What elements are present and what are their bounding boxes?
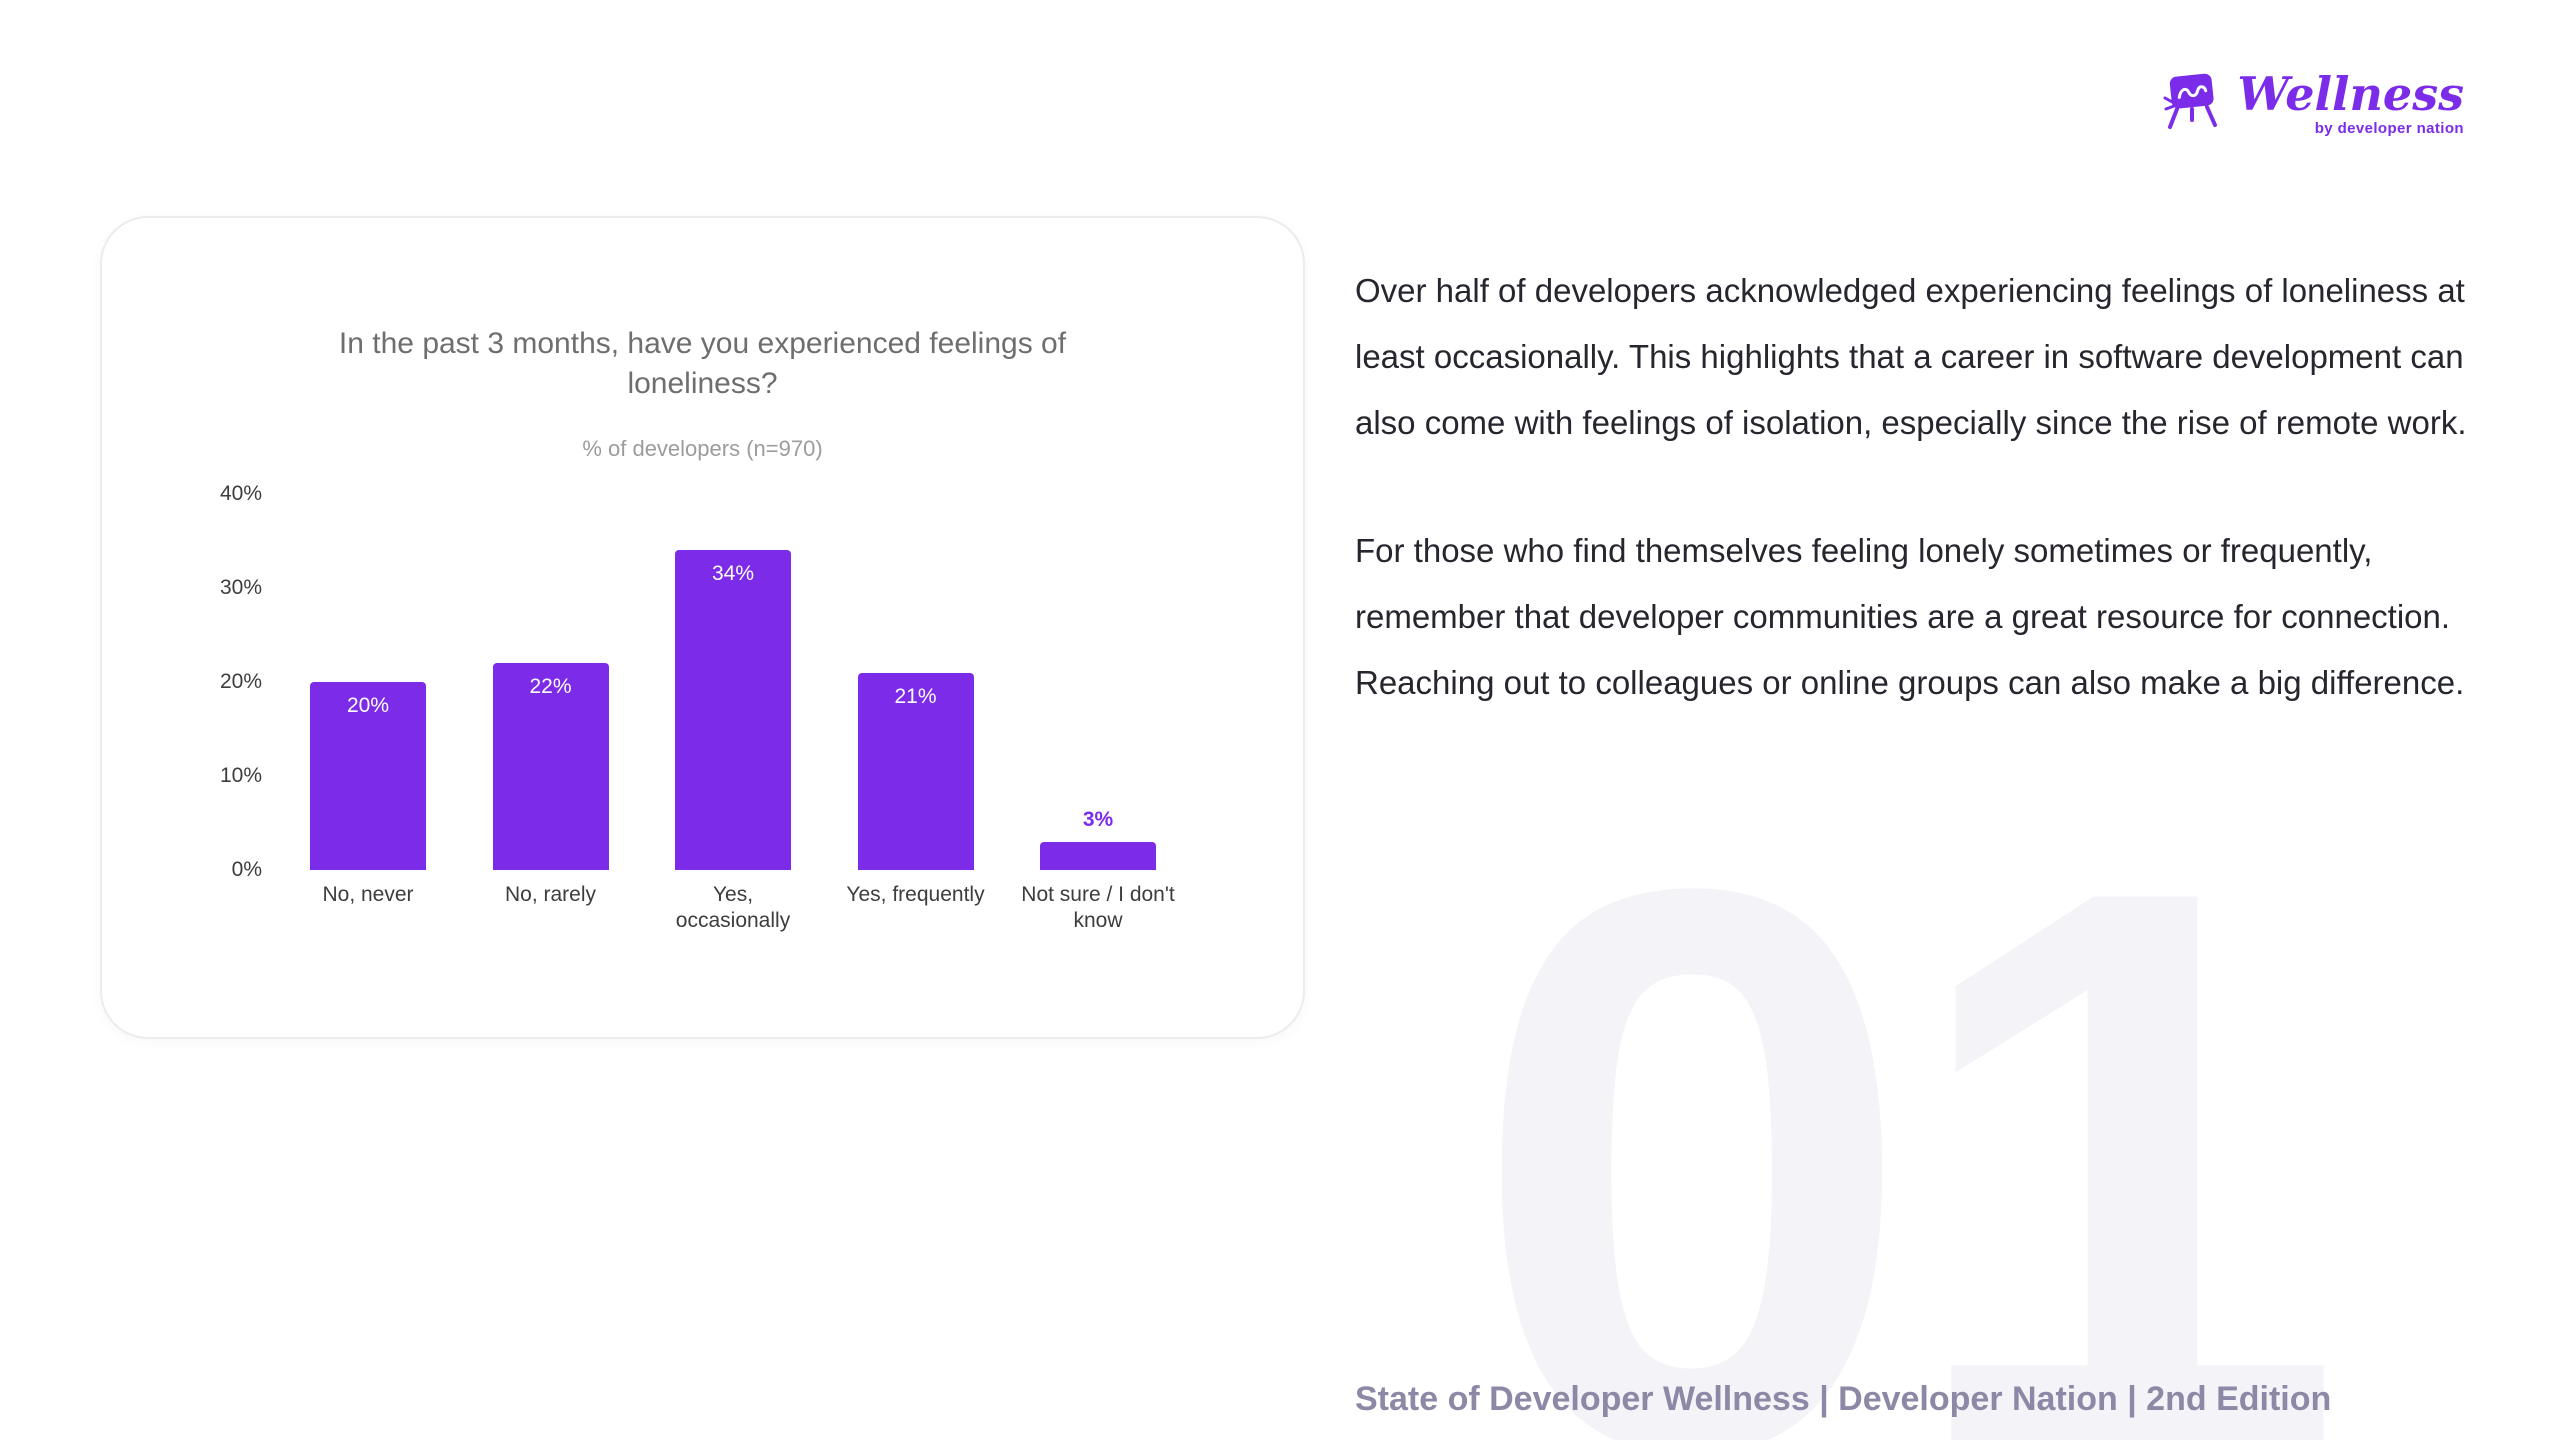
- commentary-paragraph-2: For those who find themselves feeling lo…: [1355, 532, 2465, 701]
- loneliness-chart-card: In the past 3 months, have you experienc…: [100, 216, 1305, 1039]
- wellness-logo: Wellness by developer nation: [2163, 70, 2464, 137]
- y-tick-label: 0%: [231, 858, 262, 881]
- bar: 3%: [1040, 808, 1156, 870]
- bar-category-label: No, rarely: [504, 883, 597, 906]
- bar-column: 34% Yes, occasionally: [675, 494, 791, 932]
- wellness-logo-text: Wellness by developer nation: [2237, 67, 2464, 138]
- bar-value-label: 21%: [894, 684, 937, 708]
- page-number-watermark: 01: [1470, 723, 2346, 1440]
- bar-chart-plot: 20% No, never 22% No, rarely 34% Yes, oc…: [310, 494, 1175, 932]
- bar-value-label: 20%: [346, 694, 390, 717]
- y-tick-label: 30%: [219, 576, 262, 599]
- bar-value-label: 22%: [529, 675, 572, 699]
- bar-category-label: Not sure / I don't know: [1021, 883, 1175, 932]
- bar-column: 20% No, never: [310, 494, 426, 906]
- bar-column: 21% Yes, frequently: [846, 494, 985, 906]
- bar-value-label: 34%: [711, 562, 755, 586]
- commentary-paragraph-1: Over half of developers acknowledged exp…: [1355, 272, 2467, 441]
- y-tick-label: 40%: [219, 482, 262, 505]
- bar-category-label: Yes, occasionally: [675, 883, 791, 932]
- chart-subtitle: % of developers (n=970): [582, 436, 823, 461]
- y-axis: 0% 10% 20% 30% 40%: [152, 482, 262, 881]
- bar-category-label: No, never: [322, 883, 414, 906]
- bar: 20%: [310, 682, 426, 870]
- report-footer: State of Developer Wellness | Developer …: [1355, 1380, 2332, 1418]
- bar-column: 22% No, rarely: [492, 494, 609, 906]
- bar: 22%: [492, 663, 609, 870]
- chart-title: In the past 3 months, have you experienc…: [338, 327, 1067, 400]
- bar: 34%: [675, 550, 791, 870]
- bar-column: 3% Not sure / I don't know: [1021, 494, 1174, 932]
- bar-value-label: 3%: [1082, 807, 1114, 831]
- commentary-text: Over half of developers acknowledged exp…: [1355, 258, 2495, 778]
- logo-brand-name: Wellness: [2237, 67, 2464, 121]
- y-tick-label: 20%: [219, 670, 262, 693]
- wellness-logo-icon: [2163, 70, 2229, 135]
- bar: 21%: [857, 672, 974, 870]
- logo-tagline: by developer nation: [2314, 120, 2464, 138]
- bar-category-label: Yes, frequently: [846, 883, 985, 906]
- y-tick-label: 10%: [219, 764, 262, 787]
